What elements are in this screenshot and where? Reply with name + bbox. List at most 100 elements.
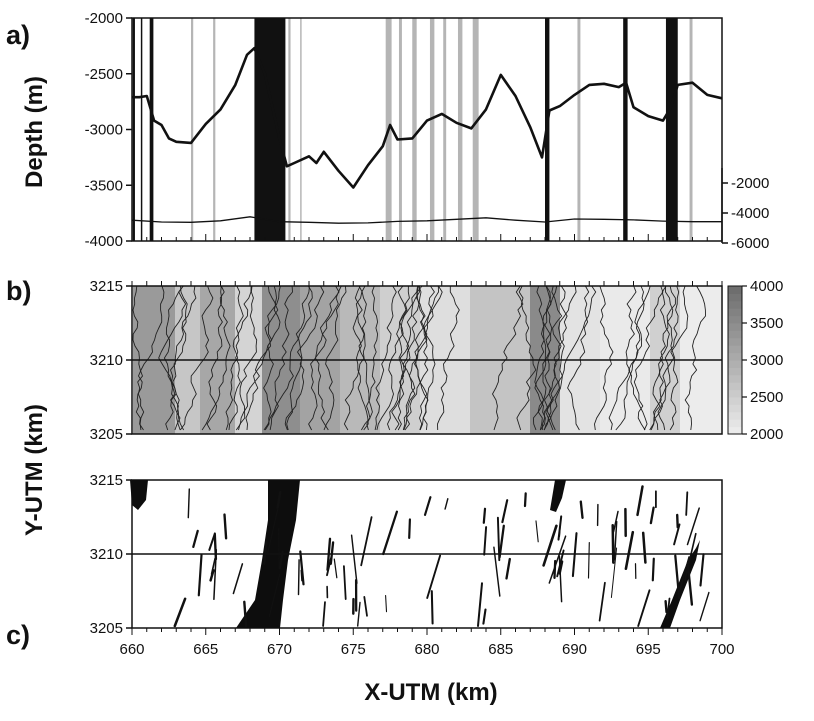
contour-line bbox=[628, 285, 648, 431]
panel-a: -2000 -2500 -3000 -3500 -4000 -2000 -4000 -6000 bbox=[85, 10, 770, 252]
lineament bbox=[213, 548, 218, 601]
contour-line bbox=[374, 285, 397, 431]
lineament bbox=[686, 564, 694, 606]
fault-band bbox=[130, 480, 148, 510]
lineament bbox=[542, 524, 558, 567]
panel-a-frame bbox=[131, 17, 723, 242]
x-tick-label: 660 bbox=[119, 641, 144, 658]
lineament bbox=[558, 555, 563, 603]
contour-line bbox=[545, 285, 563, 431]
lineament bbox=[263, 540, 268, 565]
contour-line bbox=[172, 285, 188, 431]
lineament bbox=[232, 563, 244, 595]
y-axis-label-utm: Y-UTM (km) bbox=[21, 404, 48, 536]
lineament bbox=[300, 569, 303, 582]
lineament bbox=[444, 498, 449, 510]
contour-line bbox=[396, 285, 407, 431]
contour-line bbox=[235, 285, 279, 431]
contour-line bbox=[403, 285, 428, 431]
x-tick-label: 690 bbox=[562, 641, 587, 658]
contour-line bbox=[516, 285, 537, 431]
contour-line bbox=[550, 285, 577, 431]
colorbar-step bbox=[728, 323, 742, 331]
contour-line bbox=[491, 285, 524, 431]
lineament bbox=[299, 550, 305, 586]
x-tick-label: 675 bbox=[341, 641, 366, 658]
data-gap-14 bbox=[472, 18, 479, 241]
contour-line bbox=[650, 285, 670, 431]
contour-line bbox=[269, 285, 293, 431]
lineament bbox=[197, 553, 203, 597]
data-gap-0 bbox=[132, 18, 135, 241]
lineament bbox=[343, 565, 347, 600]
contour-line bbox=[228, 285, 252, 431]
secondary-profile-line bbox=[131, 216, 722, 224]
colorbar-step bbox=[728, 426, 742, 435]
data-gap-19 bbox=[689, 18, 693, 241]
contour-line bbox=[376, 285, 410, 431]
lineament bbox=[268, 574, 281, 617]
colorbar-step bbox=[728, 397, 742, 405]
lineament bbox=[476, 582, 484, 628]
lineament bbox=[493, 546, 501, 597]
lineament bbox=[612, 510, 619, 533]
contour-line bbox=[355, 285, 373, 431]
contour-line bbox=[179, 285, 214, 431]
data-gap-13 bbox=[457, 18, 463, 241]
lineament bbox=[326, 557, 332, 577]
contour-line bbox=[532, 285, 551, 431]
contour-line bbox=[169, 285, 197, 431]
contour-line bbox=[653, 285, 676, 431]
lineament bbox=[666, 597, 671, 620]
y-tick-label: 3215 bbox=[90, 278, 123, 295]
lineament bbox=[426, 554, 442, 599]
contour-line bbox=[657, 285, 689, 431]
contour-line bbox=[245, 285, 281, 431]
depth-tick-label: -3500 bbox=[85, 177, 123, 194]
contour-line bbox=[541, 285, 597, 431]
colorbar-step bbox=[728, 360, 742, 368]
data-gap-18 bbox=[665, 18, 678, 241]
contour-line bbox=[314, 285, 340, 431]
lineament bbox=[535, 520, 539, 543]
lineament bbox=[223, 513, 228, 540]
lineament bbox=[505, 557, 511, 580]
lineament bbox=[350, 534, 358, 584]
lineament bbox=[649, 506, 655, 525]
data-gap-4 bbox=[213, 18, 216, 241]
x-tick-label: 685 bbox=[488, 641, 513, 658]
contour-line bbox=[391, 285, 420, 431]
panel-c-label: c) bbox=[6, 620, 30, 650]
colorbar-tick-label: 2000 bbox=[750, 426, 783, 443]
contour-line bbox=[567, 285, 590, 431]
lineament bbox=[611, 523, 615, 564]
colorbar-step bbox=[728, 382, 742, 391]
data-gap-9 bbox=[398, 18, 402, 241]
colorbar-step bbox=[728, 315, 742, 324]
contour-line bbox=[419, 285, 439, 431]
data-gap-2 bbox=[149, 18, 154, 241]
contour-line bbox=[238, 285, 258, 431]
lineament bbox=[496, 516, 501, 562]
colorbar-step bbox=[728, 300, 742, 309]
depth-profile-line bbox=[132, 46, 723, 189]
contour-line bbox=[633, 285, 664, 431]
colorbar-step bbox=[728, 293, 742, 302]
depth-tick-label: -2000 bbox=[85, 10, 123, 27]
contour-line bbox=[594, 285, 614, 431]
lineament bbox=[664, 600, 668, 614]
contour-line bbox=[665, 285, 679, 431]
depth-tick-label: -2500 bbox=[85, 66, 123, 83]
data-gap-10 bbox=[412, 18, 417, 241]
contour-line bbox=[263, 285, 281, 431]
lineament bbox=[483, 526, 488, 556]
contour-line bbox=[413, 285, 443, 431]
contour-line bbox=[132, 285, 145, 431]
x-tick-label: 670 bbox=[267, 641, 292, 658]
colorbar-step bbox=[728, 286, 742, 294]
colorbar-step bbox=[728, 337, 742, 346]
contour-line bbox=[163, 285, 184, 431]
lineament bbox=[192, 529, 199, 549]
contour-line bbox=[684, 285, 706, 431]
lineament bbox=[579, 500, 584, 519]
